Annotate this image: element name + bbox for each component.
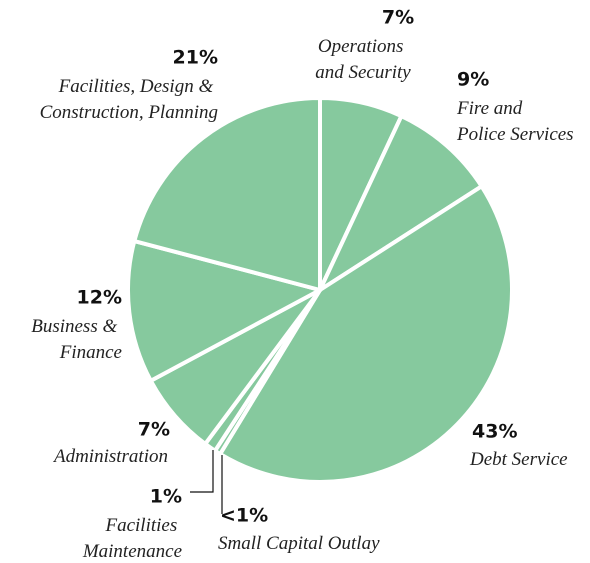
label-line: Maintenance [82, 541, 182, 562]
label-line: Small Capital Outlay [218, 533, 380, 554]
slice-label: Facilities, Design & Construction, Plann… [40, 76, 218, 123]
value-label: 12% [77, 287, 122, 309]
label-line: Administration [52, 446, 168, 467]
slice-label: Operations and Security [315, 36, 411, 83]
value-label: <1% [220, 505, 268, 527]
leader-line [190, 450, 214, 493]
label-line: Facilities, Design & [58, 76, 218, 97]
label-line: Police Services [456, 124, 574, 145]
pie-slice [132, 96, 322, 292]
slice-label: Small Capital Outlay [218, 533, 380, 554]
label-line: Finance [59, 342, 122, 363]
value-label: 1% [150, 486, 182, 508]
value-label: 7% [382, 7, 414, 29]
label-line: Operations [318, 36, 408, 57]
value-label: 7% [138, 419, 170, 441]
slice-label: Facilities Maintenance [82, 515, 182, 562]
slice-label: Debt Service [469, 449, 568, 470]
slice-label: Fire and Police Services [456, 98, 574, 145]
value-label: 43% [472, 421, 517, 443]
label-line: and Security [315, 62, 411, 83]
label-line: Business & [31, 316, 122, 337]
label-line: Facilities [104, 515, 182, 536]
pie-slice [318, 114, 484, 292]
value-label: 9% [457, 69, 489, 91]
slice-label: Administration [52, 446, 168, 467]
slice-label: Business & Finance [31, 316, 122, 363]
pie-slice [218, 184, 514, 484]
label-line: Fire and [456, 98, 527, 119]
pie-slice [126, 239, 322, 383]
label-line: Construction, Planning [40, 102, 218, 123]
value-label: 21% [173, 47, 218, 69]
label-line: Debt Service [469, 449, 568, 470]
